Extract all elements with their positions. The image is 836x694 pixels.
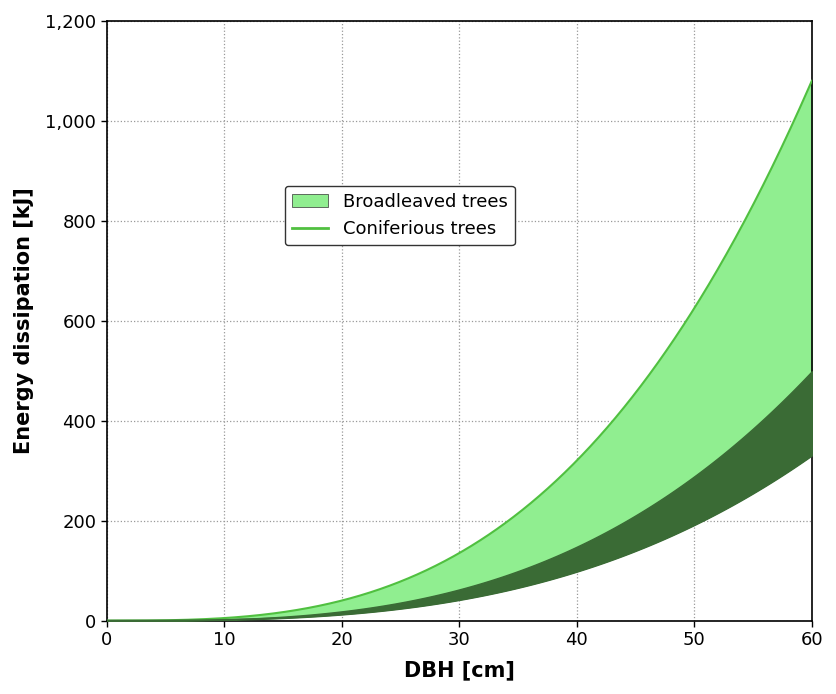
Legend: Broadleaved trees, Coniferious trees: Broadleaved trees, Coniferious trees [284,186,514,245]
Y-axis label: Energy dissipation [kJ]: Energy dissipation [kJ] [14,187,33,454]
X-axis label: DBH [cm]: DBH [cm] [403,660,514,680]
